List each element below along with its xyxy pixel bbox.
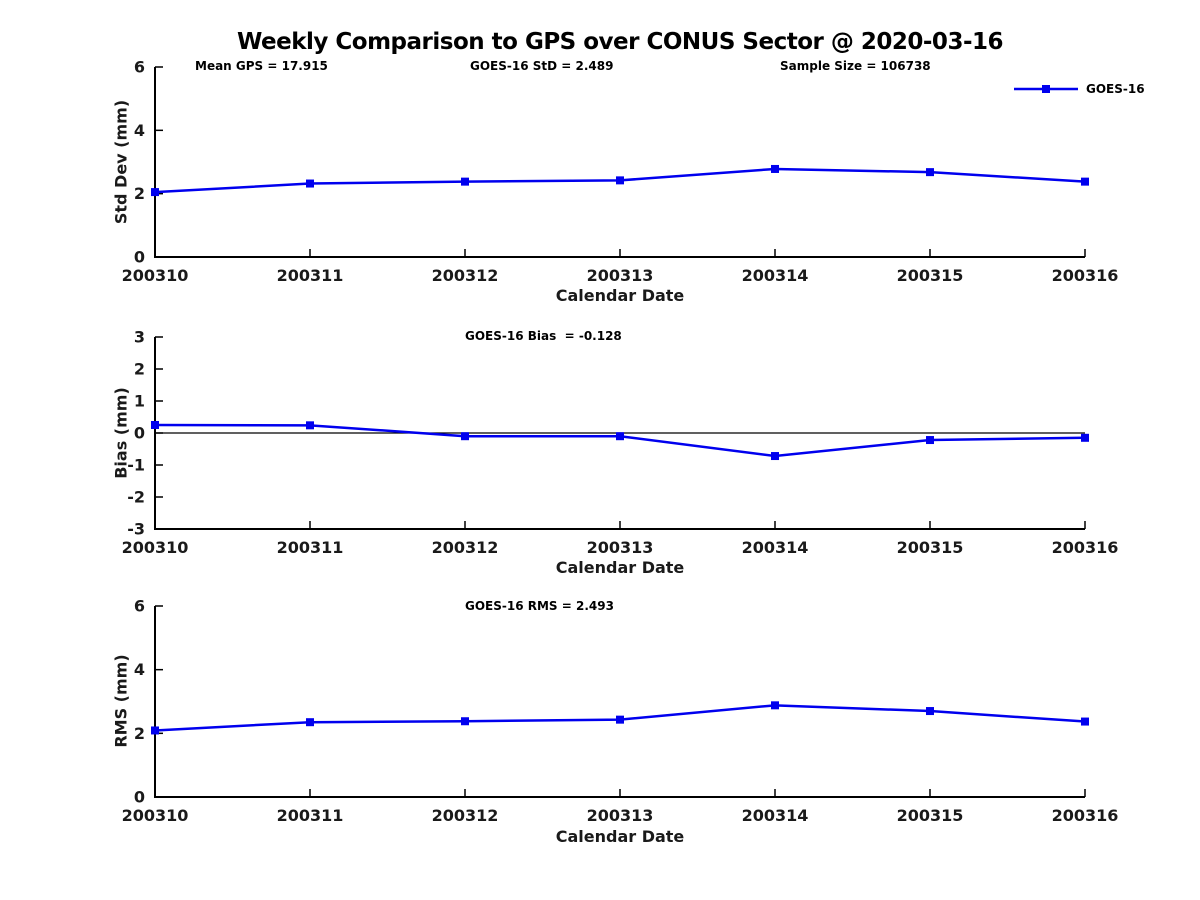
data-line	[154, 423, 1086, 458]
rms-annotation: GOES-16 RMS = 2.493	[465, 599, 614, 613]
legend: GOES-16	[1014, 81, 1145, 97]
data-point-marker	[151, 726, 159, 735]
y-tick-label: 4	[134, 660, 145, 679]
x-tick-label: 200310	[122, 806, 189, 825]
y-tick-label: 6	[134, 58, 145, 77]
x-tick-label: 200315	[897, 538, 964, 557]
x-tick-label: 200311	[277, 806, 344, 825]
data-point-marker	[616, 715, 624, 724]
x-tick-label: 200315	[897, 806, 964, 825]
data-point-marker	[616, 432, 624, 441]
xlabel-stddev: Calendar Date	[555, 286, 685, 305]
x-tick-label: 200313	[587, 266, 654, 285]
x-tick-label: 200313	[587, 538, 654, 557]
x-tick-label: 200315	[897, 266, 964, 285]
y-tick-label: -3	[127, 520, 145, 539]
x-tick-label: 200311	[277, 538, 344, 557]
x-tick-label: 200316	[1052, 806, 1119, 825]
y-tick-label: 2	[134, 724, 145, 743]
x-tick-label: 200313	[587, 806, 654, 825]
stat-mean-gps: Mean GPS = 17.915	[195, 59, 328, 73]
data-point-marker	[771, 164, 779, 173]
y-tick-label: 4	[134, 121, 145, 140]
chart-title: Weekly Comparison to GPS over CONUS Sect…	[236, 29, 1004, 55]
data-point-marker	[461, 432, 469, 441]
y-tick-label: 6	[134, 597, 145, 616]
x-tick-label: 200312	[432, 806, 499, 825]
x-tick-label: 200310	[122, 266, 189, 285]
legend-line-marker-icon	[1014, 85, 1078, 93]
data-point-marker	[926, 707, 934, 716]
x-tick-label: 200312	[432, 266, 499, 285]
x-tick-label: 200310	[122, 538, 189, 557]
xlabel-rms: Calendar Date	[555, 827, 685, 846]
data-point-marker	[926, 436, 934, 445]
data-point-marker	[151, 188, 159, 197]
x-tick-label: 200316	[1052, 266, 1119, 285]
data-point-marker	[926, 168, 934, 177]
y-tick-label: 2	[134, 360, 145, 379]
x-tick-label: 200314	[742, 266, 809, 285]
y-tick-label: 2	[134, 184, 145, 203]
y-tick-label: 0	[134, 248, 145, 267]
x-tick-label: 200314	[742, 806, 809, 825]
ylabel-bias: Bias (mm)	[111, 387, 131, 479]
x-tick-label: 200314	[742, 538, 809, 557]
x-tick-label: 200311	[277, 266, 344, 285]
data-point-marker	[1081, 433, 1089, 442]
data-point-marker	[771, 701, 779, 710]
x-tick-label: 200316	[1052, 538, 1119, 557]
y-tick-label: 0	[134, 788, 145, 807]
data-point-marker	[306, 718, 314, 727]
data-point-marker	[306, 421, 314, 430]
y-tick-label: -2	[127, 488, 145, 507]
y-tick-label: 0	[134, 424, 145, 443]
data-point-marker	[151, 421, 159, 429]
x-tick-label: 200312	[432, 538, 499, 557]
data-point-marker	[306, 179, 314, 188]
stat-goes16-std: GOES-16 StD = 2.489	[470, 59, 614, 73]
y-tick-label: 1	[134, 392, 145, 411]
data-point-marker	[771, 452, 779, 461]
bias-annotation: GOES-16 Bias = -0.128	[465, 329, 622, 343]
data-point-marker	[461, 717, 469, 726]
ylabel-stddev: Std Dev (mm)	[111, 99, 131, 225]
data-point-marker	[616, 176, 624, 185]
stat-sample-size: Sample Size = 106738	[780, 59, 931, 73]
data-point-marker	[1081, 717, 1089, 726]
xlabel-bias: Calendar Date	[555, 558, 685, 577]
data-point-marker	[1081, 177, 1089, 186]
data-point-marker	[461, 177, 469, 186]
y-tick-label: -1	[127, 456, 145, 475]
y-tick-label: 3	[134, 328, 145, 347]
ylabel-rms: RMS (mm)	[111, 654, 131, 748]
legend-label: GOES-16	[1086, 82, 1145, 96]
